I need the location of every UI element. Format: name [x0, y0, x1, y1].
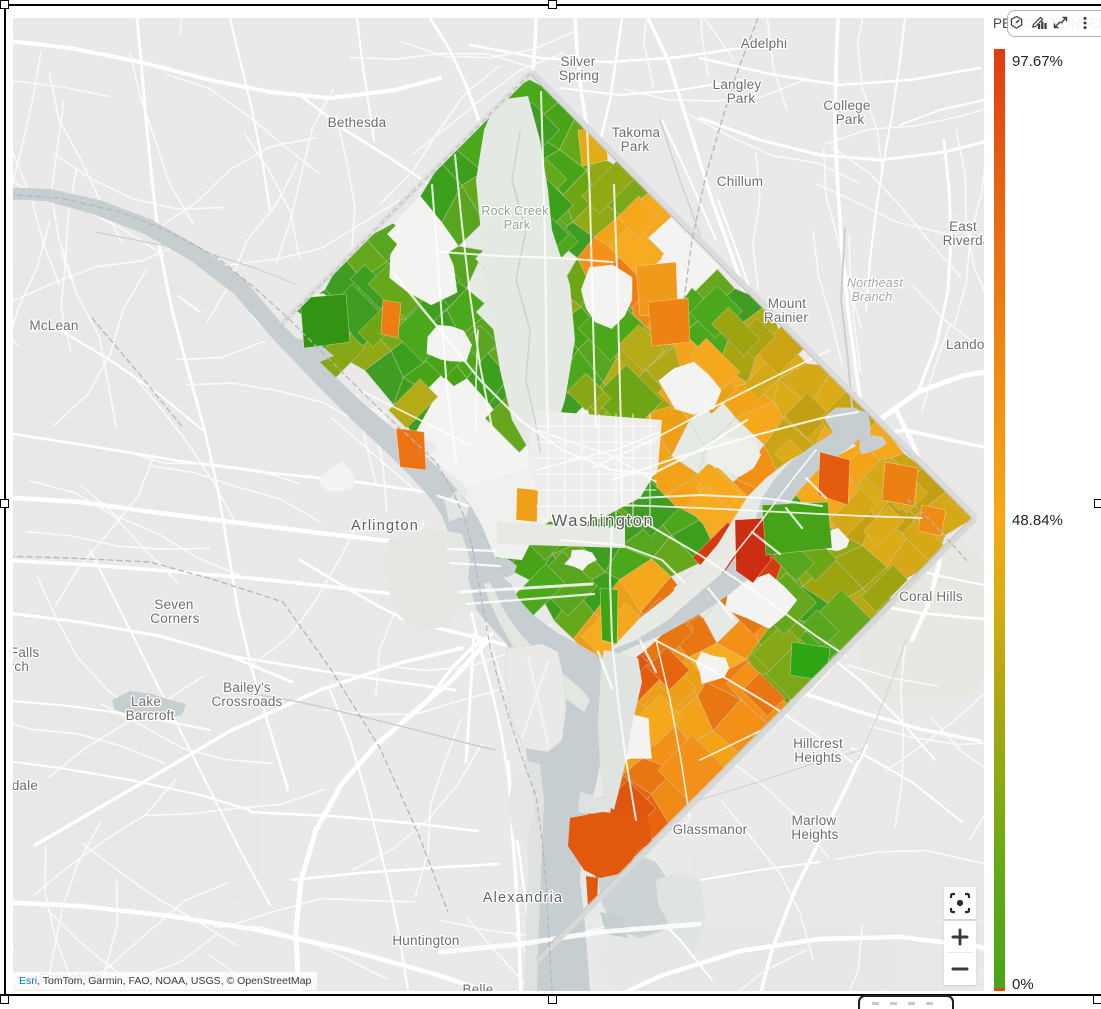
svg-text:urch: urch [2, 659, 29, 674]
svg-text:Park: Park [621, 139, 650, 154]
svg-text:Corners: Corners [150, 611, 199, 626]
svg-text:Rainier: Rainier [764, 310, 808, 325]
svg-text:Heights: Heights [794, 750, 841, 765]
svg-text:McLean: McLean [29, 318, 78, 333]
svg-text:Langley: Langley [713, 77, 762, 92]
svg-text:Bethesda: Bethesda [328, 115, 387, 130]
svg-text:Spring: Spring [559, 68, 599, 83]
svg-text:Chillum: Chillum [717, 174, 763, 189]
svg-text:Adelphi: Adelphi [741, 36, 787, 51]
svg-text:Heights: Heights [791, 827, 838, 842]
svg-text:Marlow: Marlow [792, 813, 837, 828]
svg-text:Rock Creek: Rock Creek [481, 204, 549, 218]
svg-text:Park: Park [836, 112, 865, 127]
svg-text:East: East [949, 219, 977, 234]
svg-text:ndale: ndale [4, 778, 38, 793]
svg-text:Belle: Belle [462, 982, 493, 997]
svg-text:Northeast: Northeast [847, 276, 903, 290]
svg-text:Park: Park [504, 218, 531, 232]
svg-text:Landover: Landover [946, 337, 1004, 352]
svg-text:Alexandria: Alexandria [483, 890, 564, 906]
svg-text:Lake: Lake [131, 694, 161, 709]
svg-text:Takoma: Takoma [612, 125, 661, 140]
svg-text:Glassmanor: Glassmanor [673, 822, 748, 837]
svg-text:Arlington: Arlington [351, 518, 419, 534]
svg-text:t Falls: t Falls [2, 645, 39, 660]
svg-text:Coral Hills: Coral Hills [899, 589, 963, 604]
svg-text:Branch: Branch [852, 290, 893, 304]
svg-text:Silver: Silver [561, 54, 596, 69]
svg-text:Seven: Seven [154, 597, 193, 612]
svg-text:Park: Park [727, 91, 756, 106]
svg-text:Hillcrest: Hillcrest [793, 736, 843, 751]
svg-text:Bailey's: Bailey's [223, 680, 271, 695]
svg-text:Huntington: Huntington [392, 933, 459, 948]
svg-text:Mount: Mount [768, 296, 807, 311]
svg-text:Crossroads: Crossroads [211, 694, 282, 709]
svg-text:Riverdale: Riverdale [943, 233, 1002, 248]
svg-text:Barcroft: Barcroft [126, 708, 175, 723]
svg-text:Washington: Washington [552, 512, 655, 530]
svg-text:College: College [823, 98, 870, 113]
